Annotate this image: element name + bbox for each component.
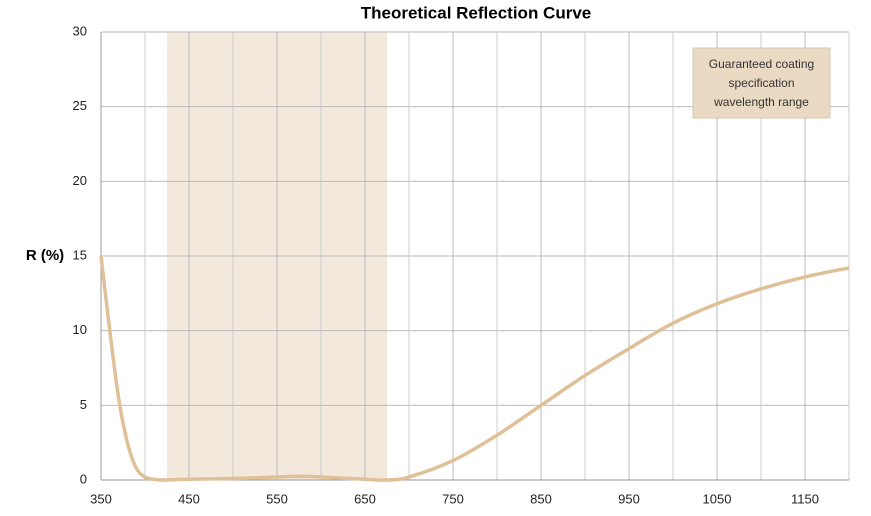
x-tick-label: 550	[266, 491, 288, 506]
y-axis-label: R (%)	[26, 247, 64, 264]
y-tick-label: 10	[73, 322, 87, 337]
x-tick-label: 650	[354, 491, 376, 506]
y-tick-label: 30	[73, 23, 87, 38]
x-tick-label: 1050	[703, 491, 732, 506]
annotation-text: Guaranteed coating	[709, 57, 814, 71]
y-tick-label: 20	[73, 173, 87, 188]
x-tick-label: 850	[530, 491, 552, 506]
x-tick-label: 750	[442, 491, 464, 506]
x-tick-label: 350	[90, 491, 112, 506]
y-tick-label: 15	[73, 247, 87, 262]
annotation-text: wavelength range	[713, 95, 809, 109]
reflection-line	[99, 255, 850, 482]
x-tick-label: 950	[618, 491, 640, 506]
y-tick-label: 25	[73, 98, 87, 113]
x-tick-label: 450	[178, 491, 200, 506]
x-tick-label: 1150	[791, 491, 819, 506]
annotation-text: specification	[728, 76, 794, 90]
chart-title: Theoretical Reflection Curve	[361, 3, 592, 22]
annotation-box	[692, 47, 831, 119]
y-tick-label: 0	[80, 471, 87, 486]
y-tick-label: 5	[80, 397, 87, 412]
